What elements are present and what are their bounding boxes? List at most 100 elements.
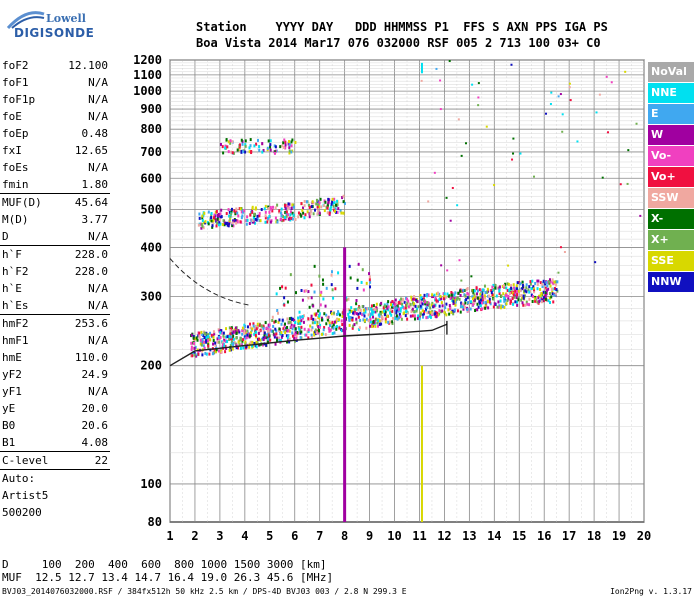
param-label: foF1p <box>2 93 36 106</box>
echo-point <box>482 288 485 292</box>
echo-point <box>218 223 221 227</box>
echo-point <box>361 268 364 272</box>
echo-point <box>248 334 251 338</box>
echo-point <box>540 300 543 304</box>
echo-point <box>290 325 293 329</box>
echo-point <box>384 310 387 314</box>
echo-point <box>197 350 200 354</box>
echo-point <box>249 322 252 326</box>
param-label: foF1 <box>2 76 29 89</box>
echo-point <box>420 296 423 300</box>
echo-point <box>433 171 436 174</box>
echo-point <box>372 315 375 319</box>
echo-point <box>389 308 392 312</box>
echo-point <box>211 352 214 356</box>
echo-point <box>499 306 502 310</box>
echo-point <box>539 298 542 302</box>
echo-point <box>421 302 424 306</box>
echo-point <box>514 291 517 295</box>
echo-point <box>271 329 274 333</box>
echo-point <box>300 330 303 334</box>
echo-point <box>461 304 464 308</box>
echo-point <box>338 318 341 322</box>
echo-point <box>249 138 252 142</box>
echo-point <box>326 318 329 322</box>
echo-point <box>443 295 446 299</box>
echo-point <box>365 317 368 321</box>
echo-point <box>524 289 527 293</box>
echo-point <box>337 312 340 316</box>
echo-point <box>214 341 217 345</box>
echo-point <box>328 329 331 333</box>
echo-point <box>250 219 253 223</box>
echo-point <box>453 293 456 297</box>
echo-point <box>494 286 497 290</box>
x-tick-label: 2 <box>191 529 198 543</box>
echo-point <box>340 211 343 215</box>
echo-point <box>426 301 429 305</box>
echo-point <box>253 212 256 216</box>
echo-point <box>236 346 239 350</box>
echo-point <box>554 292 557 296</box>
echo-point <box>309 324 312 328</box>
echo-point <box>235 336 238 340</box>
echo-point <box>210 212 213 216</box>
echo-point <box>287 213 290 217</box>
echo-point <box>339 313 342 317</box>
echo-point <box>237 329 240 333</box>
echo-point <box>198 212 201 216</box>
param-row: B1 4.08 <box>0 434 110 451</box>
echo-point <box>295 334 298 338</box>
echo-point <box>286 325 289 329</box>
echo-point <box>635 122 638 125</box>
echo-point <box>318 325 321 329</box>
echo-point <box>238 343 241 347</box>
echo-point <box>351 318 354 322</box>
echo-point <box>317 209 320 213</box>
echo-point <box>269 139 272 143</box>
echo-point <box>232 337 235 341</box>
echo-point <box>472 291 475 295</box>
echo-point <box>324 304 327 308</box>
echo-point <box>239 336 242 340</box>
echo-point <box>334 203 337 207</box>
echo-point <box>232 219 235 223</box>
echo-point <box>230 211 233 215</box>
echo-point <box>220 331 223 335</box>
echo-point <box>506 299 509 303</box>
echo-point <box>195 336 198 340</box>
echo-point <box>492 297 495 301</box>
echo-point <box>224 350 227 354</box>
echo-point <box>373 307 376 311</box>
echo-point <box>319 293 322 297</box>
echo-point <box>244 144 247 148</box>
echo-point <box>253 144 256 148</box>
echo-point <box>405 304 408 308</box>
param-label: fxI <box>2 144 22 157</box>
echo-point <box>241 142 244 146</box>
echo-point <box>532 175 535 178</box>
echo-point <box>345 298 348 302</box>
param-label: C-level <box>2 454 49 467</box>
echo-point <box>308 215 311 219</box>
echo-point <box>244 340 247 344</box>
echo-point <box>197 223 200 227</box>
echo-point <box>391 316 394 320</box>
echo-point <box>533 297 536 301</box>
y-tick-label: 600 <box>140 171 162 185</box>
echo-point <box>204 332 207 336</box>
echo-point <box>390 301 393 305</box>
echo-point <box>549 102 552 105</box>
echo-point <box>459 310 462 314</box>
echo-point <box>395 306 398 310</box>
echo-point <box>251 219 254 223</box>
echo-point <box>484 300 487 304</box>
echo-point <box>529 282 532 286</box>
echo-point <box>274 319 277 323</box>
echo-point <box>207 344 210 348</box>
echo-point <box>513 286 516 290</box>
echo-point <box>291 317 294 321</box>
echo-point <box>236 211 239 215</box>
echo-point <box>362 312 365 316</box>
